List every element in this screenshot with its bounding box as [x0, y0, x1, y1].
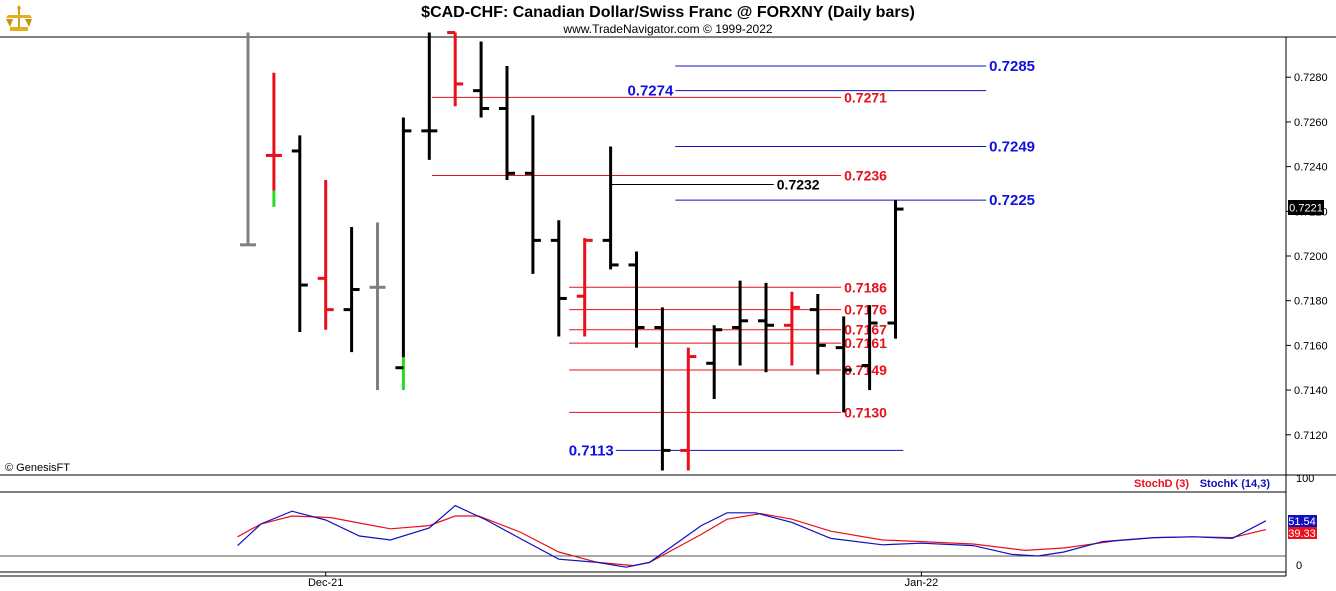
level-label: 0.7285	[989, 58, 1035, 75]
chart-title: $CAD-CHF: Canadian Dollar/Swiss Franc @ …	[421, 4, 915, 21]
x-tick-label: Dec-21	[308, 577, 343, 589]
ohlc-bar	[499, 66, 515, 181]
level-label: 0.7186	[844, 279, 887, 295]
price-axis-ticks: 0.71200.71400.71600.71800.72000.72200.72…	[1286, 72, 1328, 442]
ohlc-bar	[706, 325, 723, 400]
level-label: 0.7176	[844, 302, 887, 318]
ohlc-bar	[343, 226, 360, 353]
level-label: 0.7113	[569, 442, 614, 459]
level-label: 0.7167	[844, 322, 887, 338]
ohlc-bar	[602, 146, 619, 270]
stoch-k-value: 51.54	[1288, 516, 1316, 528]
x-tick-label: Jan-22	[905, 577, 939, 589]
price-tick-label: 0.7120	[1294, 430, 1328, 442]
ohlc-bar	[654, 307, 671, 471]
stoch-k-line	[237, 504, 1267, 568]
ohlc-bar	[732, 280, 749, 366]
price-pane: 0.71200.71400.71600.71800.72000.72200.72…	[0, 31, 1336, 476]
level-label: 0.7236	[844, 168, 887, 184]
price-tick-label: 0.7140	[1294, 385, 1328, 397]
ohlc-bar	[524, 115, 541, 274]
price-tick-label: 0.7180	[1294, 296, 1328, 308]
level-label: 0.7271	[844, 89, 887, 105]
stoch-d-legend: StochD (3)	[1134, 478, 1189, 490]
stoch-tick-label: 0	[1296, 560, 1302, 572]
ohlc-bar	[395, 117, 412, 391]
stoch-k-legend: StochK (14,3)	[1200, 478, 1271, 490]
level-label: 0.7225	[989, 192, 1035, 209]
stoch-value-tags: 51.54 39.33	[1288, 515, 1317, 540]
ohlc-bar	[265, 72, 282, 207]
price-tick-label: 0.7240	[1294, 162, 1328, 174]
chart-subtitle: www.TradeNavigator.com © 1999-2022	[562, 22, 772, 36]
ohlc-bar	[317, 180, 334, 330]
stoch-axis-ticks: 0 100	[1296, 473, 1314, 572]
ohlc-bar	[240, 32, 256, 247]
ohlc-bar	[291, 135, 308, 332]
price-tick-label: 0.7200	[1294, 251, 1328, 263]
ohlc-bar	[758, 282, 774, 373]
level-label: 0.7149	[844, 362, 887, 378]
price-tick-label: 0.7280	[1294, 72, 1328, 84]
price-bars	[240, 31, 904, 471]
level-label: 0.7161	[844, 335, 887, 351]
ohlc-bar	[421, 32, 438, 160]
stoch-lines	[237, 504, 1267, 568]
level-label: 0.7249	[989, 139, 1035, 156]
ohlc-bar	[887, 200, 904, 339]
stochastic-pane: 0 100 StochD (3) StochK (14,3) 51.54 39.3…	[0, 473, 1317, 576]
level-label: 0.7232	[777, 176, 820, 192]
ohlc-bar	[473, 41, 490, 118]
ohlc-bar	[576, 238, 593, 337]
ohlc-bar	[628, 251, 645, 348]
level-label: 0.7130	[844, 404, 887, 420]
last-price-tag: 0.7221	[1288, 200, 1324, 215]
x-axis: Dec-21 Jan-22	[0, 572, 1286, 589]
ohlc-bar	[809, 293, 826, 375]
ohlc-bar	[550, 220, 567, 337]
last-price-label: 0.7221	[1289, 203, 1323, 215]
copyright-label: © GenesisFT	[5, 462, 70, 474]
level-label: 0.7274	[627, 83, 674, 100]
ohlc-bar	[783, 291, 800, 366]
ohlc-bar	[680, 347, 697, 471]
ohlc-bar	[447, 31, 464, 107]
ohlc-bar	[369, 222, 386, 391]
stoch-tick-label: 100	[1296, 473, 1314, 485]
level-lines: 0.7285 0.7274 0.7271 0.7249 0.7236 0.7232 0.72…	[431, 58, 1035, 459]
stoch-d-line	[237, 512, 1267, 567]
price-tick-label: 0.7260	[1294, 117, 1328, 129]
ohlc-bar	[835, 316, 852, 413]
trade-navigator-logo	[6, 5, 32, 31]
price-tick-label: 0.7160	[1294, 340, 1328, 352]
stoch-d-value: 39.33	[1288, 528, 1316, 540]
ohlc-bar	[861, 305, 878, 391]
